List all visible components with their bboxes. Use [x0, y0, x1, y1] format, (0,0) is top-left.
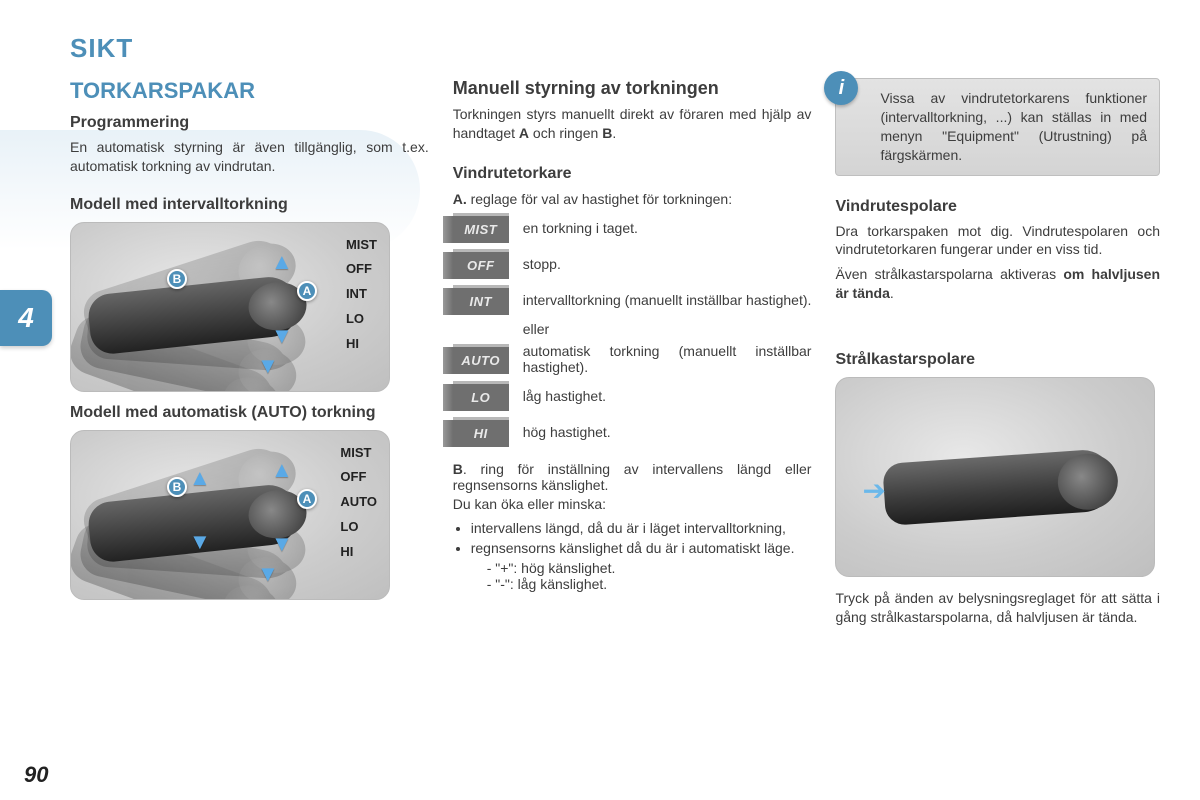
content-columns: TORKARSPAKAR Programmering En automatisk…: [70, 78, 1160, 760]
programmering-text: En automatisk styrning är även tillgängl…: [70, 138, 429, 176]
arrow-down-icon: ▼: [257, 353, 279, 379]
sensitivity-sublist: "+": hög känslighet. "-": låg känslighet…: [487, 560, 812, 592]
info-box: i Vissa av vindrutetorkarens funktioner …: [835, 78, 1160, 176]
marker-a: A: [297, 489, 317, 509]
column-1: TORKARSPAKAR Programmering En automatisk…: [70, 78, 429, 760]
mode-chip-hi: HI: [453, 417, 509, 447]
mode-desc: intervalltorkning (manuellt inställbar h…: [523, 292, 812, 308]
chapter-tab: 4: [0, 290, 52, 346]
figure-labels: MIST OFF INT LO HI: [346, 233, 377, 356]
label-off: OFF: [340, 465, 377, 490]
figure-headlight-stalk: ➔: [835, 377, 1155, 577]
arrow-down-icon: ▼: [271, 323, 293, 349]
mode-desc: stopp.: [523, 256, 812, 272]
mode-chip-lo: LO: [453, 381, 509, 411]
push-arrow-icon: ➔: [862, 474, 885, 507]
heading-figure-intermittent: Modell med intervalltorkning: [70, 196, 429, 214]
mode-chip-off: OFF: [453, 249, 509, 279]
marker-b: B: [167, 269, 187, 289]
arrow-down-icon: ▼: [271, 531, 293, 557]
mode-list: MIST en torkning i taget. OFF stopp. INT…: [453, 213, 812, 447]
mode-desc: automatisk torkning (manuellt inställbar…: [523, 343, 812, 375]
control-b-description: B. ring för inställning av intervallens …: [453, 461, 812, 493]
heading-figure-auto: Modell med automatisk (AUTO) torkning: [70, 404, 429, 422]
sub-minus: "-": låg känslighet.: [487, 576, 812, 592]
column-3: i Vissa av vindrutetorkarens funktioner …: [835, 78, 1160, 760]
washer-text-1: Dra torkarspaken mot dig. Vindrutespolar…: [835, 222, 1160, 260]
bullet-interval: intervallens längd, då du är i läget int…: [471, 520, 812, 536]
mode-row-int: INT intervalltorkning (manuellt inställb…: [453, 285, 812, 315]
mode-chip-int: INT: [453, 285, 509, 315]
label-int: INT: [346, 282, 377, 307]
headlight-washer-text: Tryck på änden av belysningsreglaget för…: [835, 589, 1160, 627]
mode-desc: en torkning i taget.: [523, 220, 812, 236]
mode-chip-auto: AUTO: [453, 344, 509, 374]
washer-text-2: Även strålkastarspolarna aktiveras om ha…: [835, 265, 1160, 303]
washer-text-2-pre: Även strålkastarspolarna aktiveras: [835, 266, 1063, 282]
label-hi: HI: [346, 332, 377, 357]
page-header: SIKT: [70, 28, 1160, 68]
bullet-sensor: regnsensorns känslighet då du är i autom…: [471, 540, 812, 556]
control-a-description: A. reglage för val av hastighet för tork…: [453, 191, 812, 207]
mode-desc: låg hastighet.: [523, 388, 812, 404]
mode-desc: hög hastighet.: [523, 424, 812, 440]
chapter-number: 4: [18, 302, 34, 334]
arrow-down-icon: ▼: [189, 529, 211, 555]
heading-windscreen-wipers: Vindrutetorkare: [453, 165, 812, 183]
mode-row-off: OFF stopp.: [453, 249, 812, 279]
arrow-down-icon: ▼: [257, 561, 279, 587]
column-2: Manuell styrning av torkningen Torkninge…: [453, 78, 812, 760]
heading-torkarspakar: TORKARSPAKAR: [70, 78, 429, 104]
label-mist: MIST: [340, 441, 377, 466]
information-icon: i: [824, 71, 858, 105]
manual-intro-text: Torkningen styrs manuellt direkt av föra…: [453, 105, 812, 143]
heading-windscreen-washer: Vindrutespolare: [835, 198, 1160, 216]
heading-programmering: Programmering: [70, 114, 429, 132]
adjust-bullets: intervallens längd, då du är i läget int…: [471, 520, 812, 556]
label-lo: LO: [340, 515, 377, 540]
mode-chip-mist: MIST: [453, 213, 509, 243]
figure-intermittent-stalk: A B ▲ ▼ ▼ MIST OFF INT LO HI: [70, 222, 390, 392]
mode-row-mist: MIST en torkning i taget.: [453, 213, 812, 243]
label-lo: LO: [346, 307, 377, 332]
label-hi: HI: [340, 540, 377, 565]
mode-row-auto: AUTO automatisk torkning (manuellt instä…: [453, 343, 812, 375]
arrow-up-icon: ▲: [271, 249, 293, 275]
heading-manual-control: Manuell styrning av torkningen: [453, 78, 812, 99]
page-title: SIKT: [70, 33, 133, 64]
mode-row-lo: LO låg hastighet.: [453, 381, 812, 411]
mode-row-hi: HI hög hastighet.: [453, 417, 812, 447]
label-off: OFF: [346, 257, 377, 282]
mode-desc: eller: [523, 321, 812, 337]
label-auto: AUTO: [340, 490, 377, 515]
figure-auto-stalk: A B ▲ ▼ ▲ ▼ ▼ MIST OFF AUTO LO HI: [70, 430, 390, 600]
adjust-intro: Du kan öka eller minska:: [453, 495, 812, 514]
marker-a: A: [297, 281, 317, 301]
figure-labels: MIST OFF AUTO LO HI: [340, 441, 377, 564]
arrow-up-icon: ▲: [271, 457, 293, 483]
arrow-up-icon: ▲: [189, 465, 211, 491]
heading-headlight-washer: Strålkastarspolare: [835, 351, 1160, 369]
label-mist: MIST: [346, 233, 377, 258]
info-text: Vissa av vindrutetorkarens funktioner (i…: [880, 90, 1147, 163]
mode-row-or: eller: [453, 321, 812, 337]
page-number: 90: [24, 762, 48, 788]
marker-b: B: [167, 477, 187, 497]
light-stalk-icon: [883, 448, 1117, 526]
sub-plus: "+": hög känslighet.: [487, 560, 812, 576]
